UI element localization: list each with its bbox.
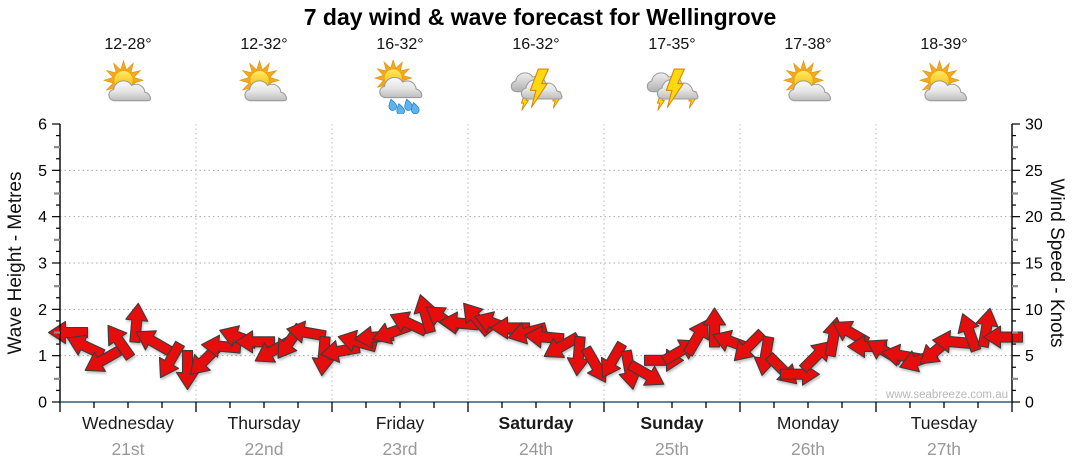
page-title: 7 day wind & wave forecast for Wellingro… — [303, 4, 777, 30]
left-axis-tick-label: 4 — [38, 209, 47, 226]
day-date-label: 25th — [655, 439, 689, 459]
day-name-label: Sunday — [640, 413, 703, 433]
right-axis-tick-label: 20 — [1025, 209, 1043, 226]
day-name-label: Monday — [777, 413, 840, 433]
right-axis-tick-label: 25 — [1025, 163, 1043, 180]
temperature-range-label: 17-38° — [784, 36, 832, 53]
day-name-label: Tuesday — [911, 413, 978, 433]
wind-arrow — [975, 307, 999, 349]
left-axis-tick-label: 0 — [38, 395, 47, 412]
partly-cloudy-icon — [918, 59, 967, 102]
weather-icon-wrap — [781, 59, 835, 114]
wind-arrow — [234, 330, 276, 354]
axes: 0 01 52 103 154 205 256 30Wednesday21stThursday… — [38, 117, 1043, 460]
partly-cloudy-icon — [238, 59, 287, 102]
thunderstorm-icon — [646, 68, 699, 111]
temperature-range-label: 17-35° — [648, 36, 696, 53]
weather-icon-wrap — [101, 59, 155, 114]
left-axis-tick-label: 6 — [38, 117, 47, 134]
temperature-range-label: 12-32° — [240, 36, 288, 53]
left-axis-tick-label: 1 — [38, 348, 47, 365]
wind-arrow — [733, 328, 767, 362]
right-axis-tick-label: 5 — [1025, 348, 1034, 365]
gridlines — [60, 124, 1012, 402]
wind-arrow — [600, 340, 627, 379]
day-date-label: 22nd — [245, 439, 284, 459]
wind-arrow — [982, 325, 1024, 349]
left-axis-tick-label: 3 — [38, 256, 47, 273]
day-name-label: Friday — [376, 413, 425, 433]
partly-cloudy-icon — [102, 59, 151, 102]
wind-arrow — [66, 334, 106, 360]
weather-icon-wrap — [509, 60, 563, 114]
wind-arrow — [286, 320, 327, 344]
temperature-range-label: 16-32° — [512, 36, 560, 53]
day-name-label: Wednesday — [82, 413, 174, 433]
day-date-label: 26th — [791, 439, 825, 459]
wind-arrow — [135, 330, 174, 357]
day-date-label: 24th — [519, 439, 553, 459]
right-axis-tick-label: 15 — [1025, 256, 1043, 273]
temperature-range-label: 18-39° — [920, 36, 968, 53]
day-date-label: 27th — [927, 439, 961, 459]
right-axis-tick-label: 10 — [1025, 302, 1043, 319]
wind-arrow — [413, 294, 436, 335]
wind-arrow — [47, 320, 89, 345]
right-axis-tick-label: 30 — [1025, 117, 1043, 134]
partly-cloudy-icon — [782, 59, 831, 102]
right-axis-tick-label: 0 — [1025, 395, 1034, 412]
wind-arrows — [47, 294, 1024, 391]
thunderstorm-icon — [510, 68, 563, 111]
day-name-label: Thursday — [228, 413, 301, 433]
weather-icon-wrap — [373, 58, 427, 116]
day-name-label: Saturday — [499, 413, 574, 433]
day-date-label: 21st — [111, 439, 144, 459]
wind-arrow — [489, 316, 531, 340]
wind-arrow — [683, 319, 710, 357]
weather-icon-wrap — [917, 59, 971, 114]
wind-arrow — [543, 332, 582, 358]
wind-arrow — [566, 335, 590, 377]
day-date-label: 23rd — [382, 439, 417, 459]
wind-arrow — [107, 324, 136, 361]
weather-icon-wrap — [645, 60, 699, 114]
wind-arrow — [158, 340, 185, 379]
wind-arrow — [84, 345, 123, 372]
weather-icon-wrap — [237, 59, 291, 114]
sun-cloud-rain-icon — [373, 58, 423, 116]
wind-arrow — [626, 359, 665, 386]
temperature-range-label: 16-32° — [376, 36, 424, 53]
left-axis-tick-label: 2 — [38, 302, 47, 319]
watermark: www.seabreeze.com.au — [885, 389, 1008, 401]
left-axis-tick-label: 5 — [38, 163, 47, 180]
temperature-range-label: 12-28° — [104, 36, 152, 53]
